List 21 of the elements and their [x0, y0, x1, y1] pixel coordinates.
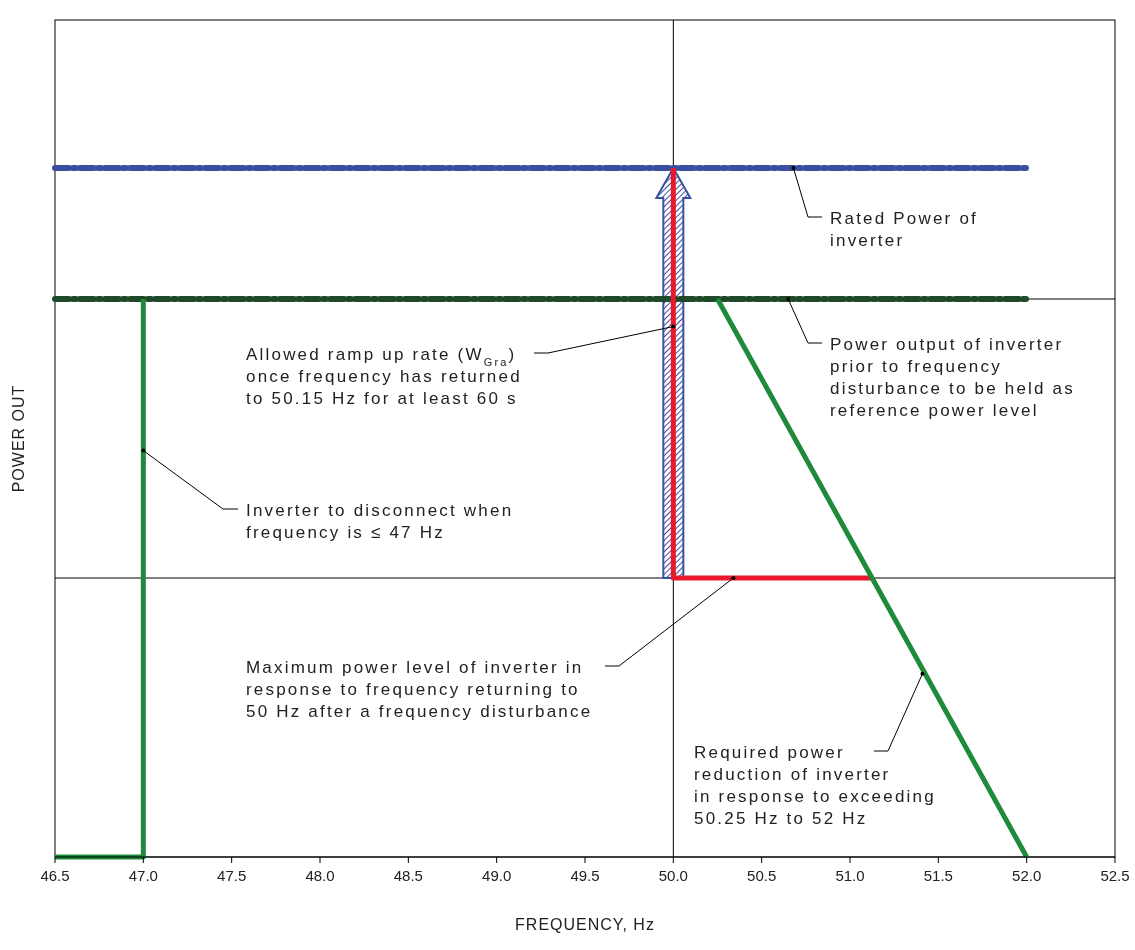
- x-tick-label: 49.5: [570, 867, 600, 884]
- annotation: Rated Power of inverter: [830, 209, 978, 250]
- x-tick-label: 47.0: [128, 867, 158, 884]
- annotation: Maximum power level of inverter in response to frequency returning to 50 Hz after a frequency disturbance: [246, 658, 593, 721]
- x-tick-label: 48.5: [393, 867, 423, 884]
- annotation: Required power reduction of inverter in response to exceeding 50.25 Hz to 52 Hz: [694, 743, 936, 828]
- x-tick-label: 49.0: [482, 867, 512, 884]
- x-tick-label: 46.5: [40, 867, 70, 884]
- x-tick-label: 51.5: [923, 867, 953, 884]
- x-tick-label: 52.0: [1012, 867, 1042, 884]
- x-axis-title: FREQUENCY, Hz: [515, 916, 655, 933]
- x-tick-label: 50.0: [658, 867, 688, 884]
- x-tick-label: 52.5: [1100, 867, 1130, 884]
- x-tick-label: 47.5: [217, 867, 247, 884]
- annotation: Allowed ramp up rate (W$_{Gra}$) once frequency has returned to 50.15 Hz for at least 60 s: [246, 345, 522, 408]
- x-tick-label: 50.5: [747, 867, 777, 884]
- annotation: Power output of inverter prior to frequency disturbance to be held as reference power level: [830, 335, 1075, 420]
- x-tick-label: 48.0: [305, 867, 335, 884]
- annotation: Inverter to disconnect when frequency is ≤ 47 Hz: [246, 501, 514, 542]
- y-axis-title: POWER OUT: [10, 384, 27, 493]
- x-tick-label: 51.0: [835, 867, 865, 884]
